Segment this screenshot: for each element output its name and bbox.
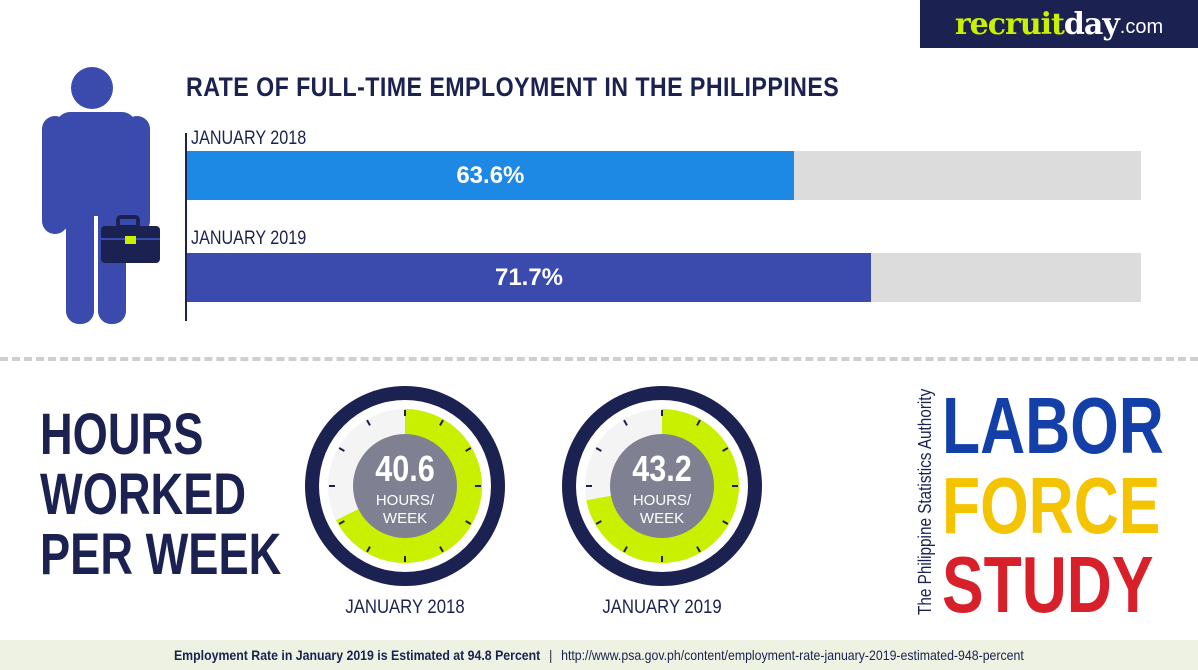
bar-track-2019: 71.7%: [187, 253, 1141, 302]
clock-gauge-2018: 40.6 HOURS/ WEEK: [305, 386, 505, 586]
gauge-tick: [595, 447, 602, 452]
gauge-ticks: [329, 410, 481, 562]
hours-title-line1: HOURS: [40, 402, 204, 467]
footer-source-link[interactable]: http://www.psa.gov.ph/content/employment…: [561, 647, 1024, 663]
bar-2019: [187, 253, 872, 302]
section-divider: [0, 357, 1198, 361]
gauge-tick: [338, 447, 345, 452]
gauge-tick: [696, 546, 701, 553]
gauge-value-2018: 40.6: [375, 450, 435, 490]
gauge-tick: [439, 419, 444, 426]
gauge-center: [353, 434, 457, 538]
brand-logo[interactable]: recruit day .com: [920, 0, 1198, 48]
bar-value-2019: 71.7%: [494, 263, 564, 291]
gauge-tick: [696, 419, 701, 426]
gauge-caption-2019: JANUARY 2019: [602, 597, 722, 618]
brand-logo-part3: .com: [1119, 15, 1164, 38]
gauge-tick: [465, 520, 472, 525]
gauge-unit-line2: WEEK: [640, 510, 684, 527]
gauge-unit-line2: WEEK: [383, 510, 427, 527]
bar-label-2018: JANUARY 2018: [191, 128, 307, 149]
gauge-tick: [722, 520, 729, 525]
gauge-value-2019: 43.2: [632, 450, 692, 490]
bar-2018: [187, 151, 794, 200]
clock-gauge-2019: 43.2 HOURS/ WEEK: [562, 386, 762, 586]
gauge-tick: [595, 520, 602, 525]
bar-value-2018: 63.6%: [456, 161, 525, 189]
hours-title: HOURS WORKED PER WEEK: [40, 405, 349, 585]
labor-force-study-line2: FORCE: [942, 461, 1161, 550]
chart-title: RATE OF FULL-TIME EMPLOYMENT IN THE PHIL…: [186, 72, 840, 102]
bar-label-2019: JANUARY 2019: [191, 228, 307, 249]
gauge-tick: [366, 546, 371, 553]
labor-force-study-line3: STUDY: [942, 540, 1154, 629]
footer-separator: |: [549, 647, 553, 663]
brand-logo-part2: day: [1063, 6, 1120, 42]
gauge-tick: [623, 419, 628, 426]
labor-force-study-line1: LABOR: [942, 381, 1164, 470]
footer-bar: Employment Rate in January 2019 is Estim…: [0, 640, 1198, 670]
gauge-tick: [722, 447, 729, 452]
bar-track-2018: 63.6%: [187, 151, 1141, 200]
gauge-unit-line1: HOURS/: [633, 492, 692, 509]
hours-title-line2: WORKED: [40, 462, 247, 527]
gauge-tick: [623, 546, 628, 553]
gauge-unit-line1: HOURS/: [376, 492, 435, 509]
briefcase-icon: [101, 215, 160, 263]
businessman-icon: [42, 67, 160, 324]
hours-title-line3: PER WEEK: [40, 522, 282, 587]
gauge-tick: [338, 520, 345, 525]
gauge-tick: [465, 447, 472, 452]
gauge-tick: [366, 419, 371, 426]
gauge-tick: [439, 546, 444, 553]
source-authority: The Philippine Statistics Authority: [915, 388, 935, 615]
brand-logo-part1: recruit: [954, 6, 1065, 42]
gauge-ticks: [586, 410, 738, 562]
chart-axis-line: [185, 133, 187, 321]
gauge-caption-2018: JANUARY 2018: [345, 597, 465, 618]
gauge-center: [610, 434, 714, 538]
footer-headline: Employment Rate in January 2019 is Estim…: [174, 647, 541, 663]
